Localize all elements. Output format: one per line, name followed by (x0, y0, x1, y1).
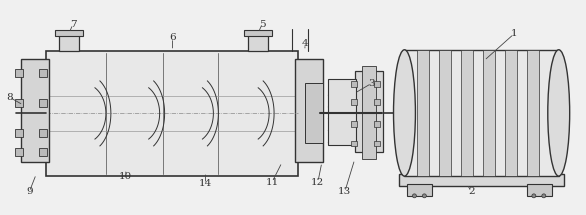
Bar (351, 81, 357, 87)
Bar (440, 50, 451, 176)
Bar (483, 50, 495, 176)
Text: 12: 12 (311, 178, 325, 187)
Bar (351, 141, 357, 146)
Bar (527, 184, 552, 196)
Text: 1: 1 (510, 29, 517, 38)
Circle shape (532, 194, 536, 198)
Bar (15, 129, 23, 137)
Text: 14: 14 (199, 180, 212, 189)
Circle shape (423, 194, 427, 198)
Bar (355, 71, 383, 152)
Text: 2: 2 (468, 187, 475, 196)
Bar (39, 99, 47, 107)
Bar (351, 99, 357, 105)
Text: 8: 8 (6, 93, 13, 102)
Text: 10: 10 (119, 172, 132, 181)
Text: 13: 13 (338, 187, 352, 196)
Bar (400, 174, 564, 186)
Bar (39, 129, 47, 137)
Text: 9: 9 (26, 187, 33, 196)
Bar (417, 50, 430, 176)
Bar (328, 79, 356, 144)
Bar (527, 50, 539, 176)
Bar (374, 141, 380, 146)
Text: 4: 4 (302, 39, 308, 48)
Bar (244, 30, 272, 36)
Circle shape (542, 194, 546, 198)
Bar (15, 149, 23, 156)
Bar (295, 59, 323, 162)
Text: 6: 6 (169, 33, 176, 42)
Bar (46, 51, 298, 176)
Text: 7: 7 (70, 20, 76, 29)
Bar (248, 33, 268, 51)
Bar (351, 121, 357, 127)
Bar (59, 33, 79, 51)
Ellipse shape (548, 50, 570, 176)
Bar (55, 30, 83, 36)
Bar (505, 50, 517, 176)
Ellipse shape (394, 50, 415, 176)
Text: 5: 5 (259, 20, 265, 29)
Bar (374, 81, 380, 87)
Bar (407, 184, 432, 196)
Bar (39, 69, 47, 77)
Bar (374, 99, 380, 105)
Bar (404, 50, 558, 176)
Circle shape (413, 194, 417, 198)
Bar (362, 66, 376, 159)
Text: 3: 3 (369, 79, 375, 88)
Bar (15, 99, 23, 107)
Bar (461, 50, 473, 176)
Bar (15, 69, 23, 77)
Bar (374, 121, 380, 127)
Bar (305, 83, 323, 143)
Bar (39, 149, 47, 156)
Text: 11: 11 (265, 178, 279, 187)
Bar (21, 59, 49, 162)
